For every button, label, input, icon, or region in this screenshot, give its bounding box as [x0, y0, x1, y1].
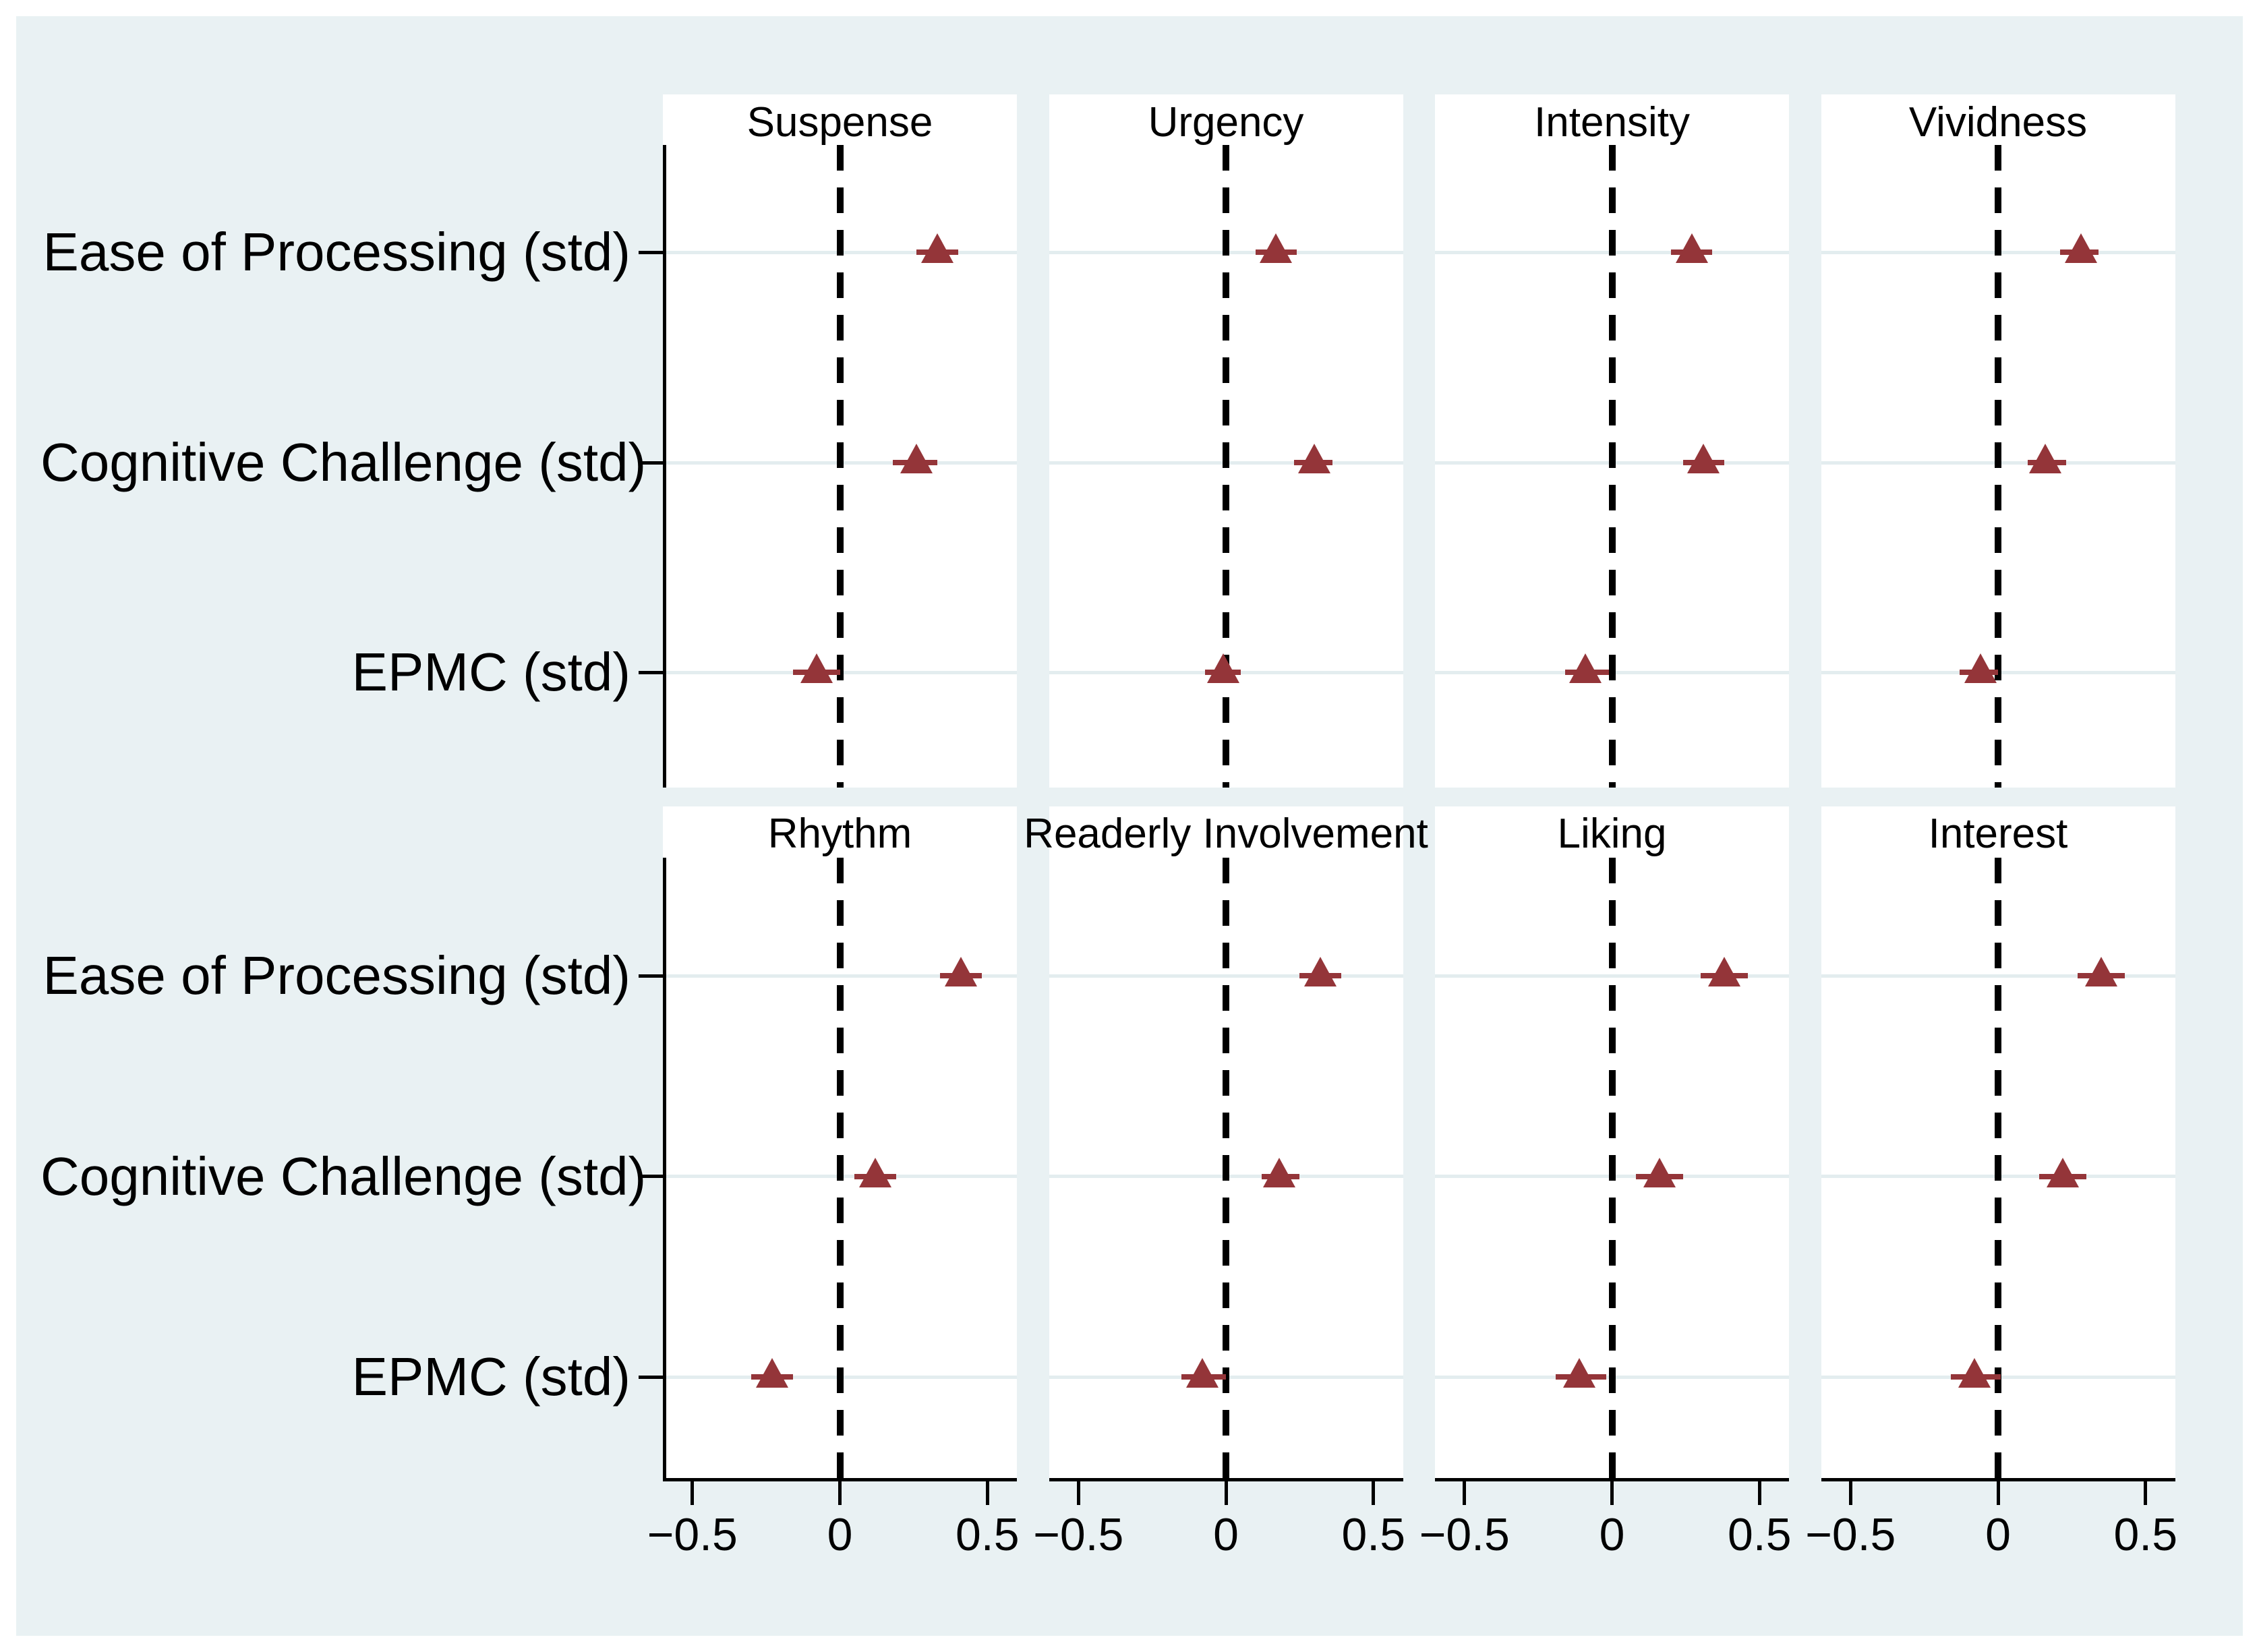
panel-title: Readerly Involvement: [1024, 810, 1428, 857]
row-label-bottom-0: Ease of Processing (std): [42, 945, 630, 1005]
point-estimate-triangle: [1687, 444, 1720, 473]
x-tick-label: 0: [827, 1509, 853, 1560]
point-estimate-triangle: [1643, 1157, 1676, 1187]
row-label-top-0: Ease of Processing (std): [42, 222, 630, 282]
y-axis-tick: [639, 461, 663, 465]
point-estimate-triangle: [1958, 1358, 1991, 1388]
point-estimate-triangle: [944, 957, 977, 986]
point-estimate-triangle: [1304, 957, 1337, 986]
x-axis-tick: [691, 1479, 695, 1505]
x-axis-tick: [1610, 1479, 1614, 1505]
point-estimate-triangle: [920, 233, 954, 263]
x-axis-tick: [1224, 1479, 1228, 1505]
point-estimate-triangle: [900, 444, 933, 473]
row-label-top-2: EPMC (std): [351, 642, 630, 702]
zero-reference-line: [1995, 145, 2001, 788]
point-estimate-triangle: [1569, 653, 1602, 683]
y-axis-tick: [639, 1175, 663, 1178]
zero-reference-line: [836, 145, 844, 788]
row-label-bottom-2: EPMC (std): [351, 1347, 630, 1407]
x-tick-label: −0.5: [1033, 1509, 1124, 1560]
y-axis-line: [663, 145, 666, 788]
x-tick-label: −0.5: [1419, 1509, 1510, 1560]
x-axis-tick: [1848, 1479, 1852, 1505]
y-axis-tick: [639, 670, 663, 674]
point-estimate-triangle: [1964, 653, 1997, 683]
panel-title: Intensity: [1534, 99, 1690, 146]
x-tick-label: 0: [1213, 1509, 1239, 1560]
panel-title: Urgency: [1148, 99, 1304, 146]
point-estimate-triangle: [1707, 957, 1740, 986]
x-axis-tick: [1076, 1479, 1080, 1505]
point-estimate-triangle: [1262, 1157, 1295, 1187]
point-estimate-triangle: [1563, 1358, 1596, 1388]
point-estimate-triangle: [2085, 957, 2118, 986]
panel-title: Suspense: [746, 99, 933, 146]
point-estimate-triangle: [1675, 233, 1708, 263]
point-estimate-triangle: [755, 1358, 788, 1388]
zero-reference-line: [1608, 858, 1616, 1479]
point-estimate-triangle: [859, 1157, 891, 1187]
x-axis-tick: [1996, 1479, 2000, 1505]
x-tick-label: 0.5: [1727, 1509, 1792, 1560]
x-axis-tick: [838, 1479, 842, 1505]
x-axis-tick: [985, 1479, 989, 1505]
point-estimate-triangle: [1298, 444, 1331, 473]
x-axis-tick: [1757, 1479, 1761, 1505]
x-tick-label: 0: [1599, 1509, 1625, 1560]
point-estimate-triangle: [1206, 653, 1239, 683]
x-tick-label: 0.5: [955, 1509, 1020, 1560]
point-estimate-triangle: [2029, 444, 2061, 473]
panel-title: Rhythm: [767, 810, 912, 857]
x-tick-label: 0.5: [2113, 1509, 2178, 1560]
x-axis-tick: [2144, 1479, 2148, 1505]
y-axis-line: [663, 858, 666, 1479]
x-tick-label: −0.5: [1805, 1509, 1896, 1560]
zero-reference-line: [1223, 145, 1229, 788]
x-tick-label: 0: [1985, 1509, 2011, 1560]
x-axis-tick: [1372, 1479, 1376, 1505]
point-estimate-triangle: [800, 653, 833, 683]
panel-title: Liking: [1557, 810, 1667, 857]
y-axis-tick: [639, 1375, 663, 1379]
panel-title: Vividness: [1908, 99, 2088, 146]
zero-reference-line: [1608, 145, 1616, 788]
zero-reference-line: [1995, 858, 2001, 1479]
y-axis-tick: [639, 974, 663, 978]
point-estimate-triangle: [2047, 1157, 2080, 1187]
point-estimate-triangle: [1260, 233, 1293, 263]
y-axis-tick: [639, 250, 663, 254]
row-label-bottom-1: Cognitive Challenge (std): [40, 1146, 647, 1206]
panel-title: Interest: [1928, 810, 2068, 857]
point-estimate-triangle: [2064, 233, 2097, 263]
x-tick-label: 0.5: [1341, 1509, 1406, 1560]
x-axis-tick: [1463, 1479, 1467, 1505]
point-estimate-triangle: [1186, 1358, 1219, 1388]
zero-reference-line: [1223, 858, 1229, 1479]
zero-reference-line: [836, 858, 844, 1479]
row-label-top-1: Cognitive Challenge (std): [40, 432, 647, 492]
x-tick-label: −0.5: [647, 1509, 738, 1560]
